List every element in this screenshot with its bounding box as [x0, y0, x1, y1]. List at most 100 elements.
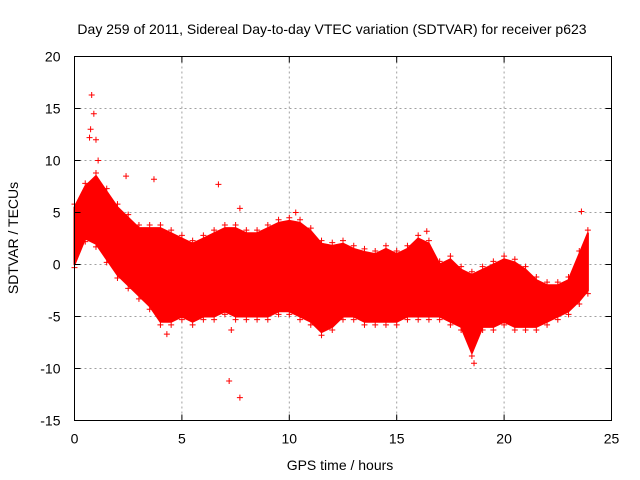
- band-edge-point: [511, 256, 518, 263]
- band-edge-point: [584, 227, 591, 234]
- data-band: [73, 175, 589, 354]
- band-edge-point: [501, 321, 508, 328]
- outlier-point: [423, 228, 430, 235]
- y-tick-label: 10: [45, 153, 61, 169]
- band-edge-point: [211, 227, 218, 234]
- band-edge-point: [243, 316, 250, 323]
- band-edge-point: [307, 225, 314, 232]
- y-tick-label: 0: [53, 257, 61, 273]
- outlier-point: [471, 360, 478, 367]
- band-edge-point: [307, 321, 314, 328]
- band-edge-point: [103, 259, 110, 266]
- band-edge-point: [576, 301, 583, 308]
- band-edge-point: [490, 258, 497, 265]
- band-edge-point: [425, 316, 432, 323]
- band-edge-point: [382, 242, 389, 249]
- outlier-point: [95, 157, 102, 164]
- band-edge-point: [254, 227, 261, 234]
- outlier-point: [86, 134, 93, 141]
- band-edge-point: [329, 327, 336, 334]
- outlier-point: [90, 110, 97, 117]
- band-edge-point: [264, 221, 271, 228]
- plot-frame: [74, 56, 612, 421]
- y-tick-label: 20: [45, 49, 61, 65]
- band-edge-point: [458, 327, 465, 334]
- band-edge-point: [479, 327, 486, 334]
- chart-title: Day 259 of 2011, Sidereal Day-to-day VTE…: [77, 21, 586, 37]
- band-edge-point: [544, 321, 551, 328]
- y-axis-label: SDTVAR / TECUs: [5, 182, 21, 294]
- band-edge-point: [479, 263, 486, 270]
- x-tick-label: 10: [282, 431, 298, 447]
- band-edge-point: [178, 316, 185, 323]
- outlier-point: [236, 205, 243, 212]
- band-edge-point: [533, 327, 540, 334]
- outlier-point: [215, 181, 222, 188]
- band-edge-point: [135, 295, 142, 302]
- band-edge-point: [372, 247, 379, 254]
- outlier-point: [150, 176, 157, 183]
- band-edge-point: [232, 316, 239, 323]
- axis-ticks: -15 -10 -5 0 5 10 15 20 0 5 10 15 20 25: [40, 49, 619, 447]
- x-tick-label: 15: [389, 431, 405, 447]
- band-edge-point: [468, 353, 475, 360]
- band-edge-point: [221, 221, 228, 228]
- band-edge-point: [350, 316, 357, 323]
- band-edge-point: [490, 327, 497, 334]
- band-edge-point: [157, 221, 164, 228]
- outlier-point: [292, 209, 299, 216]
- outlier-point: [163, 331, 170, 338]
- band-edge-point: [125, 285, 132, 292]
- band-edge-point: [275, 216, 282, 223]
- y-tick-label: -5: [48, 309, 61, 325]
- band-edge-point: [286, 311, 293, 318]
- band-edge-point: [415, 232, 422, 239]
- band-edge-point: [382, 321, 389, 328]
- data-points: [71, 91, 591, 401]
- y-tick-label: 15: [45, 101, 61, 117]
- band-edge-point: [415, 316, 422, 323]
- band-edge-point: [554, 316, 561, 323]
- band-edge-point: [584, 290, 591, 297]
- band-edge-point: [135, 221, 142, 228]
- band-edge-point: [92, 169, 99, 176]
- band-edge-point: [211, 316, 218, 323]
- band-edge-point: [168, 227, 175, 234]
- band-edge-point: [318, 237, 325, 244]
- band-edge-point: [146, 306, 153, 313]
- band-edge-point: [436, 316, 443, 323]
- band-edge-point: [221, 311, 228, 318]
- band-edge-point: [264, 316, 271, 323]
- band-edge-point: [232, 221, 239, 228]
- outlier-point: [226, 377, 233, 384]
- band-edge-point: [200, 316, 207, 323]
- outlier-point: [236, 394, 243, 401]
- band-edge-point: [243, 227, 250, 234]
- band-edge-point: [200, 232, 207, 239]
- band-edge-point: [189, 237, 196, 244]
- y-tick-label: -15: [40, 413, 60, 429]
- band-edge-point: [565, 311, 572, 318]
- band-edge-point: [340, 316, 346, 323]
- band-edge-point: [404, 316, 411, 323]
- band-edge-point: [576, 247, 583, 254]
- band-edge-point: [340, 237, 346, 244]
- band-edge-point: [114, 201, 121, 208]
- band-edge-point: [168, 321, 175, 328]
- band-edge-point: [372, 321, 379, 328]
- outlier-point: [578, 208, 585, 215]
- x-tick-label: 5: [178, 431, 186, 447]
- band-edge-point: [189, 321, 196, 328]
- x-axis-label: GPS time / hours: [287, 457, 394, 473]
- band-edge-point: [425, 237, 432, 244]
- outlier-point: [92, 136, 99, 143]
- band-edge-point: [178, 232, 185, 239]
- band-edge-point: [103, 185, 110, 192]
- y-tick-label: 5: [53, 205, 61, 221]
- band-edge-point: [286, 214, 293, 221]
- outlier-point: [123, 173, 130, 180]
- band-edge-point: [554, 279, 561, 286]
- x-tick-label: 0: [71, 431, 79, 447]
- band-edge-point: [350, 242, 357, 249]
- band-edge-point: [565, 273, 572, 280]
